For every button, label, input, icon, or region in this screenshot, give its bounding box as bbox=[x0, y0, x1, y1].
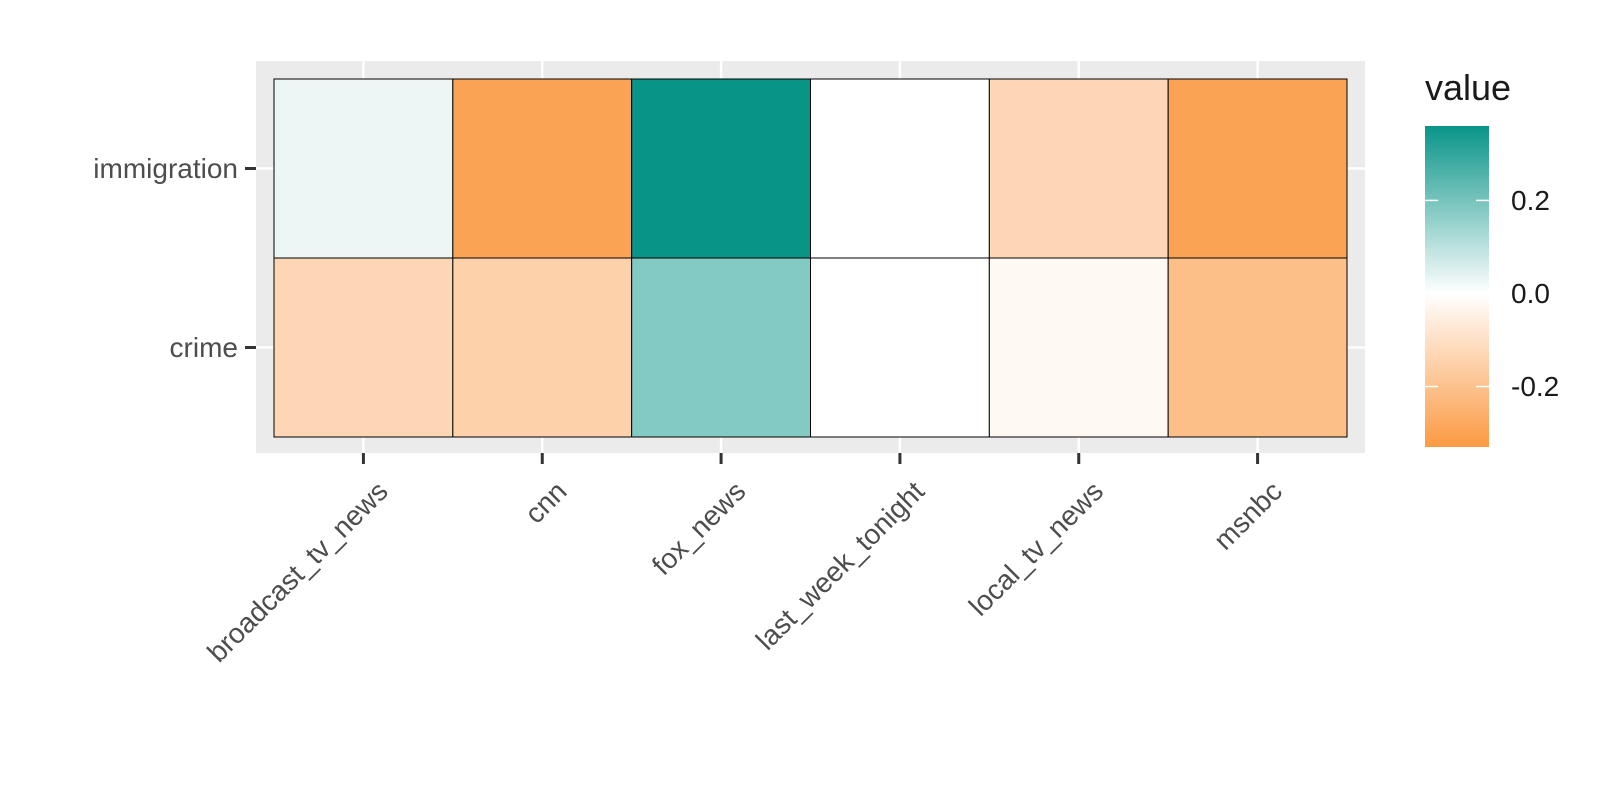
heatmap-tile bbox=[452, 257, 633, 438]
legend-tick-label: 0.2 bbox=[1511, 185, 1550, 216]
y-tick-label: immigration bbox=[93, 153, 238, 184]
heatmap-tile bbox=[1167, 257, 1348, 438]
heatmap-tiles bbox=[273, 78, 1348, 438]
heatmap-tile bbox=[273, 78, 454, 259]
x-axis: broadcast_tv_news cnn fox_newslast_week_to… bbox=[201, 453, 1288, 668]
x-tick-label: local_tv_news bbox=[963, 475, 1109, 621]
y-tick-label: crime bbox=[170, 332, 238, 363]
heatmap-tile bbox=[1167, 78, 1348, 259]
x-tick-label: cnn bbox=[519, 475, 573, 529]
heatmap-tile bbox=[452, 78, 633, 259]
legend-tick-label: -0.2 bbox=[1511, 371, 1559, 402]
y-axis: immigration crime bbox=[93, 153, 256, 363]
heatmap-tile bbox=[988, 257, 1169, 438]
heatmap-tile bbox=[631, 257, 812, 438]
legend-colorbar bbox=[1425, 126, 1489, 447]
heatmap-tile bbox=[273, 257, 454, 438]
heatmap-tile bbox=[810, 78, 990, 259]
heatmap-tile bbox=[810, 257, 990, 438]
color-legend: value 0.2 0.0 -0.2 bbox=[1425, 67, 1559, 447]
x-tick-label: broadcast_tv_news bbox=[201, 475, 394, 668]
x-tick-label: fox_news bbox=[646, 475, 752, 581]
x-tick-label: msnbc bbox=[1208, 475, 1288, 555]
legend-ticks: 0.2 0.0 -0.2 bbox=[1425, 185, 1559, 402]
heatmap-tile bbox=[988, 78, 1169, 259]
legend-tick-label: 0.0 bbox=[1511, 278, 1550, 309]
x-tick-label: last_week_tonight bbox=[750, 475, 931, 656]
heatmap-tile bbox=[631, 78, 812, 259]
legend-title: value bbox=[1425, 67, 1511, 108]
